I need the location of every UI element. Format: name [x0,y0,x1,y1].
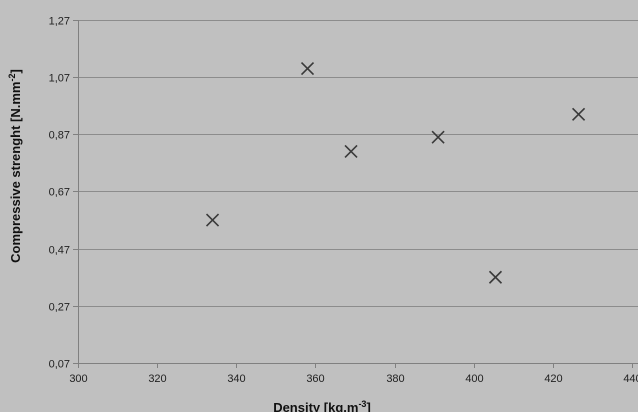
x-tick-label: 420 [544,373,562,385]
x-tick-label: 400 [465,373,483,385]
x-axis-label-end: ] [366,400,370,412]
y-tick-label: 0,67 [49,187,70,199]
y-tick-label: 1,27 [49,16,70,28]
x-axis-label-superscript: -3 [358,399,366,409]
data-point-stroke [300,62,315,76]
x-tick-label: 440 [623,373,638,385]
x-tick-label: 380 [386,373,404,385]
gridlines [78,20,638,307]
tick-labels: 0,07 0,27 0,47 0,67 0,87 1,07 1,27 300 320 340 360… [49,16,638,386]
x-tick-label: 340 [227,373,245,385]
x-tick-label: 300 [69,373,87,385]
data-point [344,144,358,159]
x-tick-label: 360 [306,373,324,385]
x-tick-label: 320 [148,373,166,385]
data-points [205,62,586,284]
data-point [300,62,315,76]
data-point [488,270,503,284]
x-axis-label: Density [kg.m-3] [273,399,371,412]
data-point-stroke [488,270,503,284]
data-point [205,213,220,227]
data-point-stroke [344,144,358,159]
data-point-stroke [572,107,586,121]
y-tick-label: 1,07 [49,73,70,85]
axes [73,20,638,368]
data-point [431,130,445,144]
x-axis-label-text: Density [kg.m [273,400,358,412]
y-axis-label: Compressive strenght [N.mm-2] [7,69,23,263]
y-tick-label: 0,07 [49,359,70,371]
y-axis-label-text: Compressive strenght [N.mm [8,82,23,263]
data-point-stroke [205,213,220,227]
y-tick-label: 0,87 [49,130,70,142]
data-point-stroke [431,130,445,144]
y-tick-label: 0,27 [49,302,70,314]
data-point [572,107,586,121]
y-axis-label-superscript: -2 [7,74,17,82]
y-tick-label: 0,47 [49,245,70,257]
y-axis-label-end: ] [8,69,23,73]
